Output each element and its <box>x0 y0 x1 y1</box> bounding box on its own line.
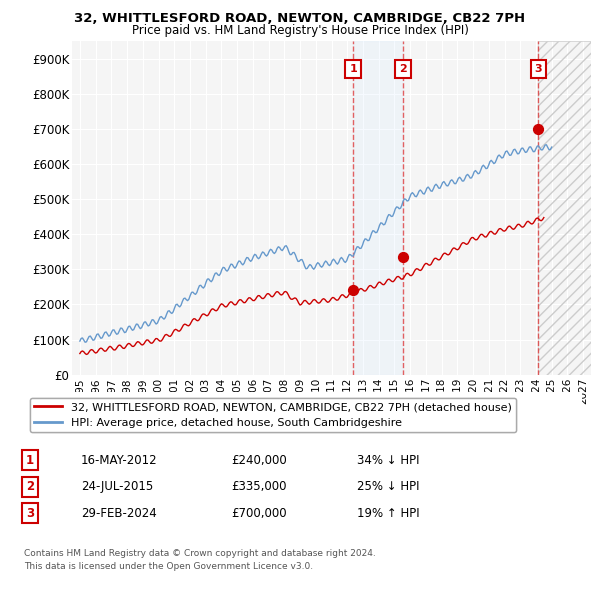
Bar <box>353 41 403 375</box>
Text: 1: 1 <box>26 454 34 467</box>
Point <box>398 253 408 262</box>
Text: 16-MAY-2012: 16-MAY-2012 <box>81 454 158 467</box>
Text: This data is licensed under the Open Government Licence v3.0.: This data is licensed under the Open Gov… <box>24 562 313 571</box>
Bar <box>538 41 591 375</box>
Text: 1: 1 <box>349 64 357 74</box>
Text: £700,000: £700,000 <box>231 507 287 520</box>
Text: 29-FEB-2024: 29-FEB-2024 <box>81 507 157 520</box>
Point <box>349 286 358 295</box>
Text: £335,000: £335,000 <box>231 480 287 493</box>
Text: 3: 3 <box>26 507 34 520</box>
Text: 2: 2 <box>26 480 34 493</box>
Point <box>533 124 543 134</box>
Legend: 32, WHITTLESFORD ROAD, NEWTON, CAMBRIDGE, CB22 7PH (detached house), HPI: Averag: 32, WHITTLESFORD ROAD, NEWTON, CAMBRIDGE… <box>29 398 516 432</box>
Text: 34% ↓ HPI: 34% ↓ HPI <box>357 454 419 467</box>
Text: 24-JUL-2015: 24-JUL-2015 <box>81 480 153 493</box>
Text: £240,000: £240,000 <box>231 454 287 467</box>
Text: 25% ↓ HPI: 25% ↓ HPI <box>357 480 419 493</box>
Text: Price paid vs. HM Land Registry's House Price Index (HPI): Price paid vs. HM Land Registry's House … <box>131 24 469 37</box>
Text: 19% ↑ HPI: 19% ↑ HPI <box>357 507 419 520</box>
Text: 32, WHITTLESFORD ROAD, NEWTON, CAMBRIDGE, CB22 7PH: 32, WHITTLESFORD ROAD, NEWTON, CAMBRIDGE… <box>74 12 526 25</box>
Text: Contains HM Land Registry data © Crown copyright and database right 2024.: Contains HM Land Registry data © Crown c… <box>24 549 376 558</box>
Text: 2: 2 <box>400 64 407 74</box>
Text: 3: 3 <box>535 64 542 74</box>
